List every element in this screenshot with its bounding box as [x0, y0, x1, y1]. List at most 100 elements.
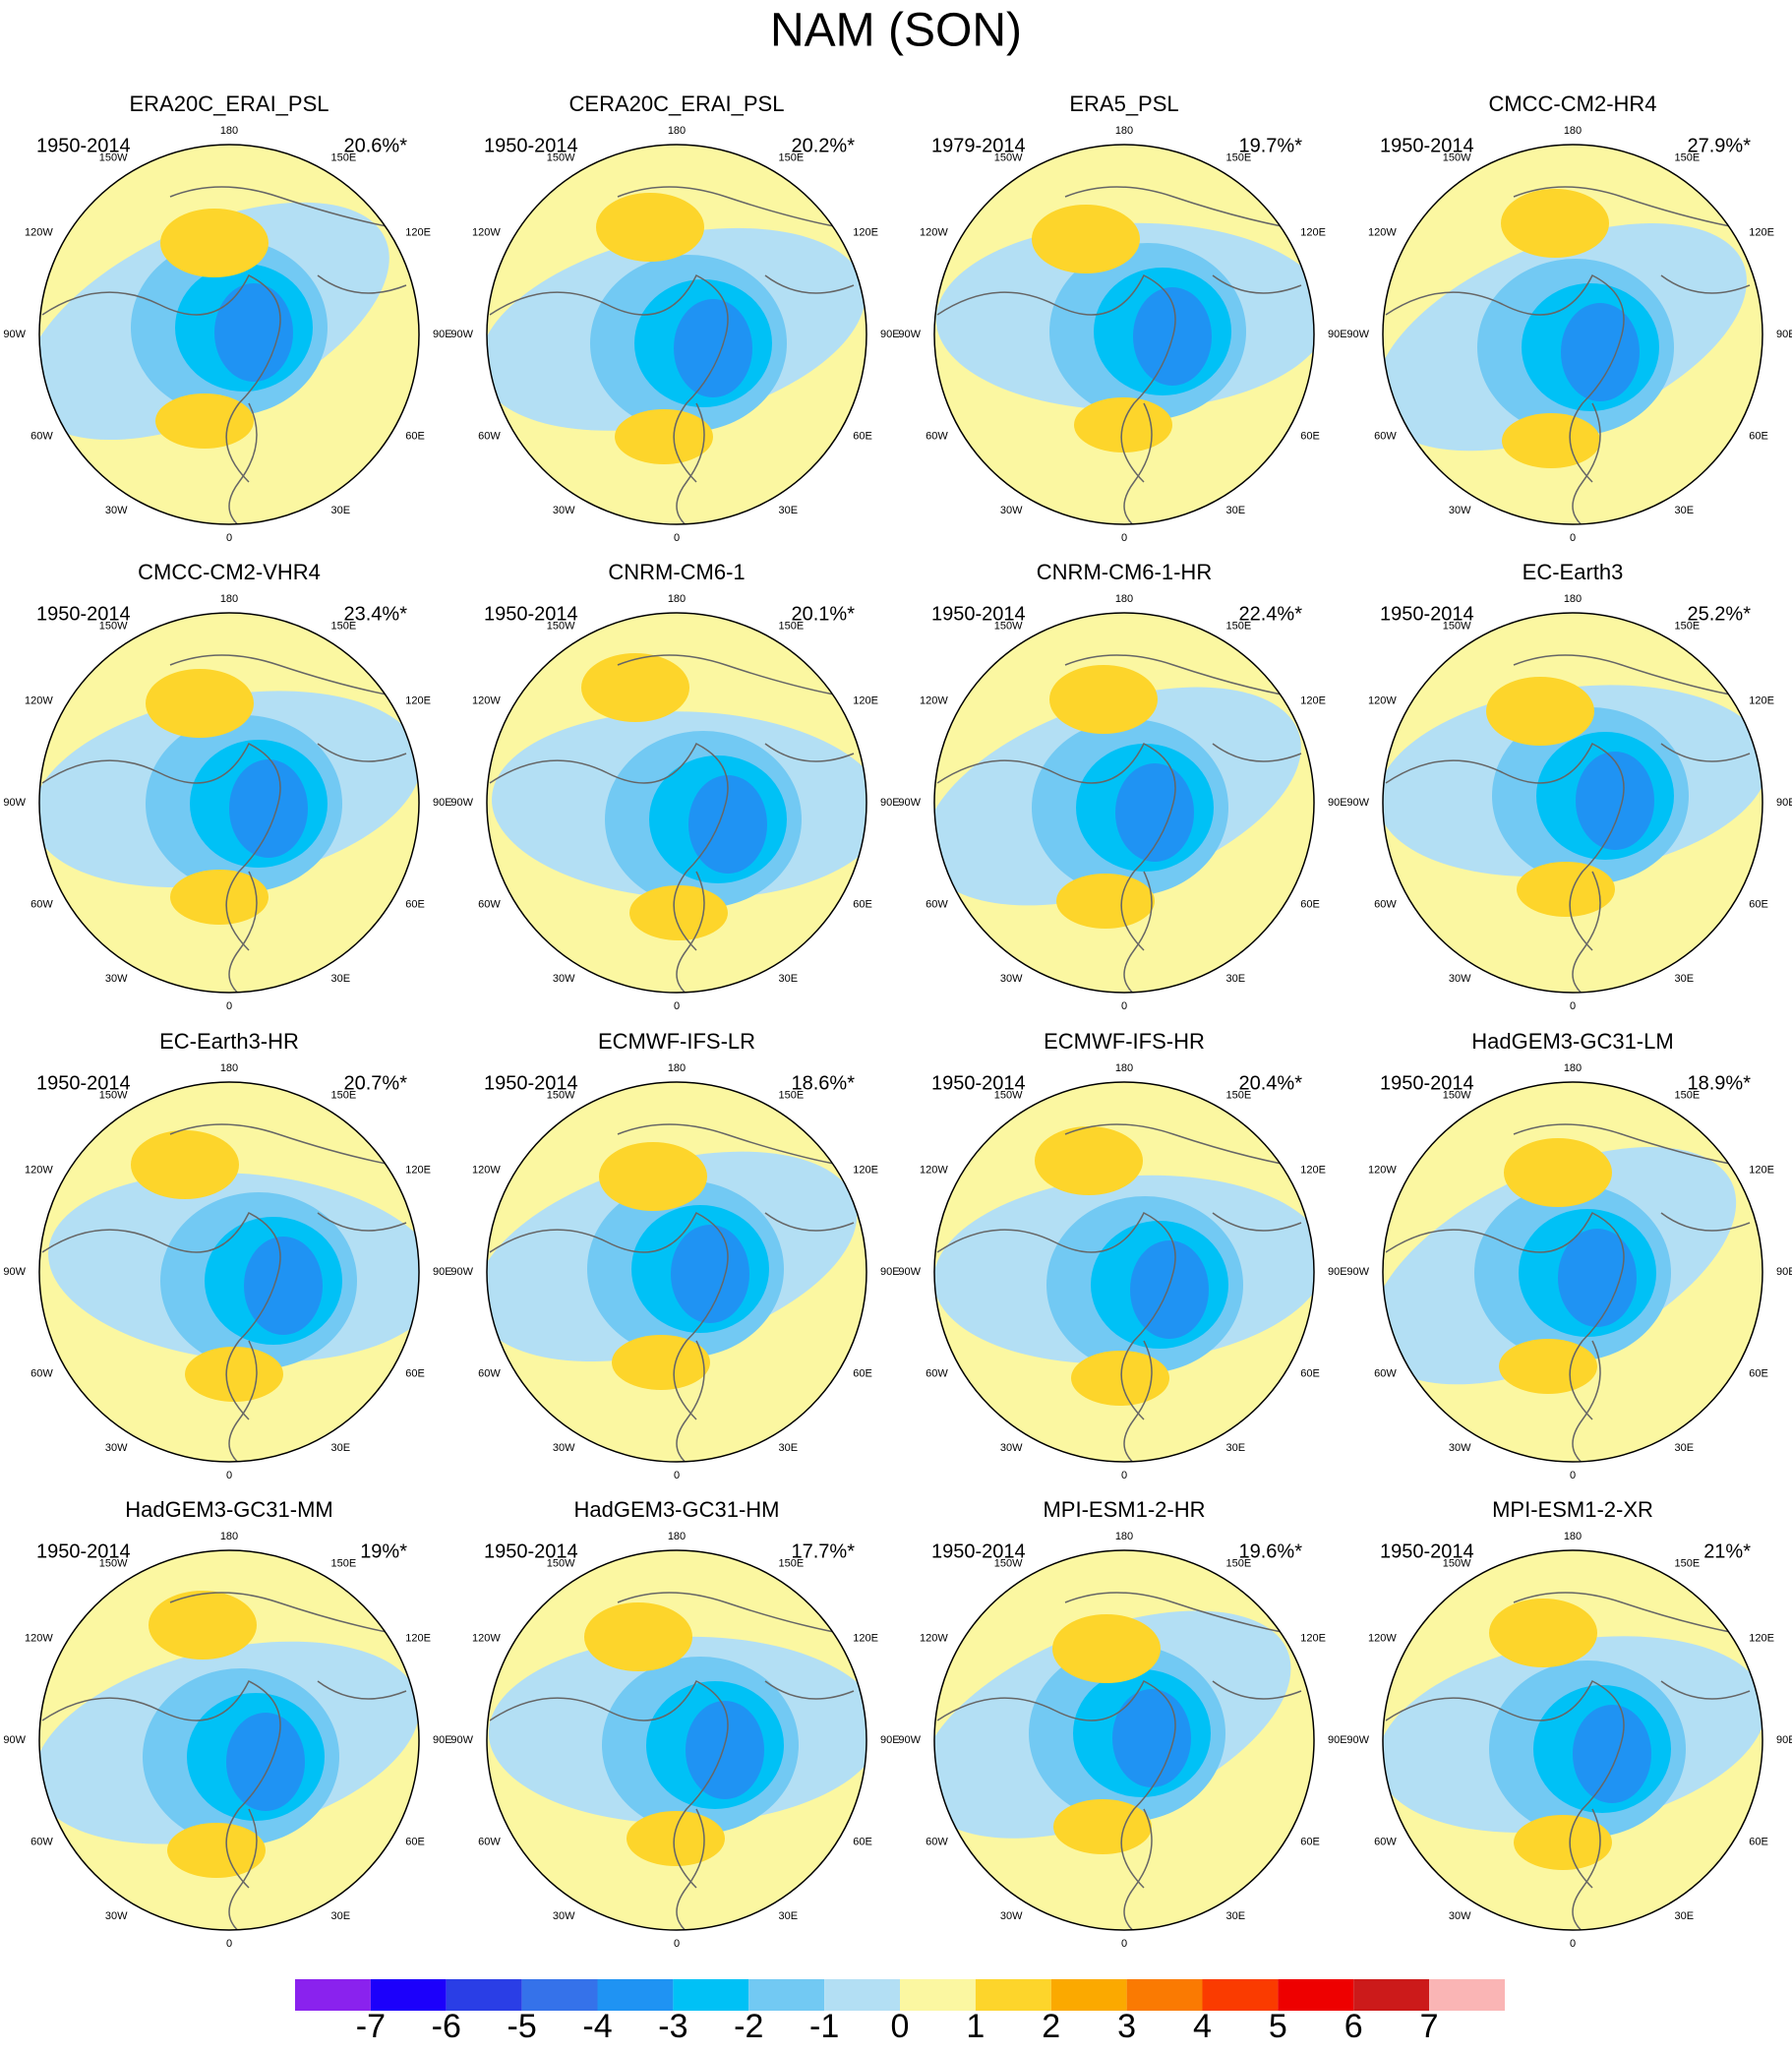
colorbar-tick-label: -4 [582, 2008, 612, 2045]
longitude-label: 60W [30, 1367, 53, 1379]
field-high2 [1499, 1339, 1597, 1394]
longitude-label: 120W [25, 226, 53, 238]
longitude-label: 150W [1443, 152, 1471, 164]
longitude-label: 90E [880, 797, 900, 809]
panel-title: HadGEM3-GC31-LM [1471, 1029, 1673, 1054]
longitude-label: 120E [1300, 1632, 1326, 1644]
colorbar-box [824, 1979, 900, 2011]
longitude-label: 90E [880, 1266, 900, 1278]
field-high1 [1501, 189, 1609, 258]
longitude-label: 150W [99, 1090, 128, 1102]
map-panel: ECMWF-IFS-LR 1950-2014 18.6%* 180 150W 150E 12… [450, 1029, 900, 1481]
field-high2 [155, 393, 254, 449]
longitude-label: 0 [226, 1938, 232, 1950]
longitude-label: 150W [99, 152, 128, 164]
longitude-label: 120E [1749, 1164, 1774, 1176]
longitude-label: 150E [779, 1558, 805, 1570]
longitude-label: 30E [331, 505, 351, 516]
map-border [38, 1081, 420, 1463]
map-border [1382, 1549, 1763, 1931]
field-low3 [229, 759, 308, 858]
map-field [934, 1550, 1314, 1930]
longitude-label: 120E [405, 694, 431, 706]
longitude-label: 30E [1675, 1442, 1695, 1454]
longitude-label: 120W [25, 694, 53, 706]
longitude-label: 30W [1449, 973, 1471, 985]
longitude-label: 60W [926, 1367, 948, 1379]
longitude-label: 60E [853, 430, 872, 442]
longitude-label: 180 [1564, 1062, 1582, 1074]
longitude-label: 60E [405, 1836, 425, 1847]
colorbar-tick-label: 3 [1117, 2008, 1136, 2045]
longitude-label: 90W [3, 1266, 26, 1278]
panel-percent: 19.6%* [1239, 1540, 1303, 1562]
longitude-label: 90E [1776, 1734, 1792, 1746]
map-field [39, 1550, 419, 1930]
longitude-label: 0 [1570, 1938, 1576, 1950]
map-border [933, 144, 1315, 525]
longitude-label: 60W [1374, 1836, 1397, 1847]
colorbar-tick-label: 6 [1344, 2008, 1363, 2045]
longitude-label: 60E [1300, 1836, 1320, 1847]
longitude-label: 150W [547, 1090, 575, 1102]
longitude-label: 180 [668, 1531, 686, 1542]
longitude-label: 90W [3, 329, 26, 340]
longitude-label: 120W [472, 226, 501, 238]
longitude-label: 60E [853, 1367, 872, 1379]
coastline [936, 654, 1302, 993]
colorbar-tick-label: -5 [508, 2008, 537, 2045]
field-high2 [629, 885, 728, 940]
map-border [933, 1549, 1315, 1931]
field-high2 [1053, 1799, 1152, 1854]
panel-period: 1950-2014 [484, 1072, 578, 1094]
field-high2 [1056, 874, 1155, 929]
longitude-label: 60W [926, 1836, 948, 1847]
longitude-label: 60W [1374, 1367, 1397, 1379]
map-panel: CMCC-CM2-HR4 1950-2014 27.9%* 180 150W 150E 12… [1346, 91, 1792, 544]
field-low3 [1576, 752, 1654, 850]
colorbar-box [1353, 1979, 1430, 2011]
colorbar-box [900, 1979, 976, 2011]
longitude-label: 30E [1226, 505, 1246, 516]
longitude-label: 60E [1300, 898, 1320, 910]
colorbar-tick-label: -3 [658, 2008, 687, 2045]
longitude-label: 60E [853, 1836, 872, 1847]
longitude-label: 180 [220, 1531, 238, 1542]
field-high1 [1052, 1614, 1161, 1683]
colorbar-box [748, 1979, 825, 2011]
coastline [936, 186, 1302, 524]
figure-title: NAM (SON) [770, 5, 1022, 57]
longitude-label: 0 [674, 532, 680, 544]
coastline [1385, 1592, 1751, 1930]
map-field [934, 145, 1314, 524]
panel-title: ERA20C_ERAI_PSL [130, 91, 329, 116]
longitude-label: 60E [853, 898, 872, 910]
field-high2 [1071, 1351, 1169, 1406]
longitude-label: 180 [1115, 593, 1133, 605]
panel-percent: 27.9%* [1688, 135, 1752, 156]
longitude-label: 150E [1226, 1090, 1252, 1102]
panel-percent: 20.7%* [344, 1072, 408, 1094]
colorbar-box [1126, 1979, 1203, 2011]
longitude-label: 120W [1368, 1632, 1397, 1644]
panel-title: EC-Earth3 [1523, 560, 1624, 584]
map-panel: EC-Earth3 1950-2014 25.2%* 180 150W 150E 120W 1… [1346, 560, 1792, 1012]
map-border [486, 1081, 867, 1463]
map-field [1383, 145, 1762, 524]
longitude-label: 150W [994, 621, 1023, 633]
map-border [1382, 144, 1763, 525]
longitude-label: 120W [920, 1632, 948, 1644]
coastline [41, 654, 407, 993]
longitude-label: 90E [880, 329, 900, 340]
longitude-label: 180 [220, 1062, 238, 1074]
longitude-label: 60E [1749, 898, 1768, 910]
panel-period: 1950-2014 [36, 1540, 131, 1562]
longitude-label: 30W [1000, 1910, 1023, 1922]
longitude-label: 150E [779, 621, 805, 633]
map-border [1382, 612, 1763, 994]
map-panel: CERA20C_ERAI_PSL 1950-2014 20.2%* 180 150W 15… [450, 91, 900, 544]
longitude-label: 150W [99, 621, 128, 633]
longitude-label: 180 [668, 1062, 686, 1074]
map-border [933, 612, 1315, 994]
longitude-label: 90E [1328, 329, 1347, 340]
